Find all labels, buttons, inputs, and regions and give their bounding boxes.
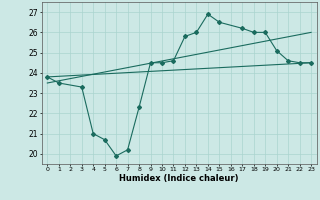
X-axis label: Humidex (Indice chaleur): Humidex (Indice chaleur) — [119, 174, 239, 183]
